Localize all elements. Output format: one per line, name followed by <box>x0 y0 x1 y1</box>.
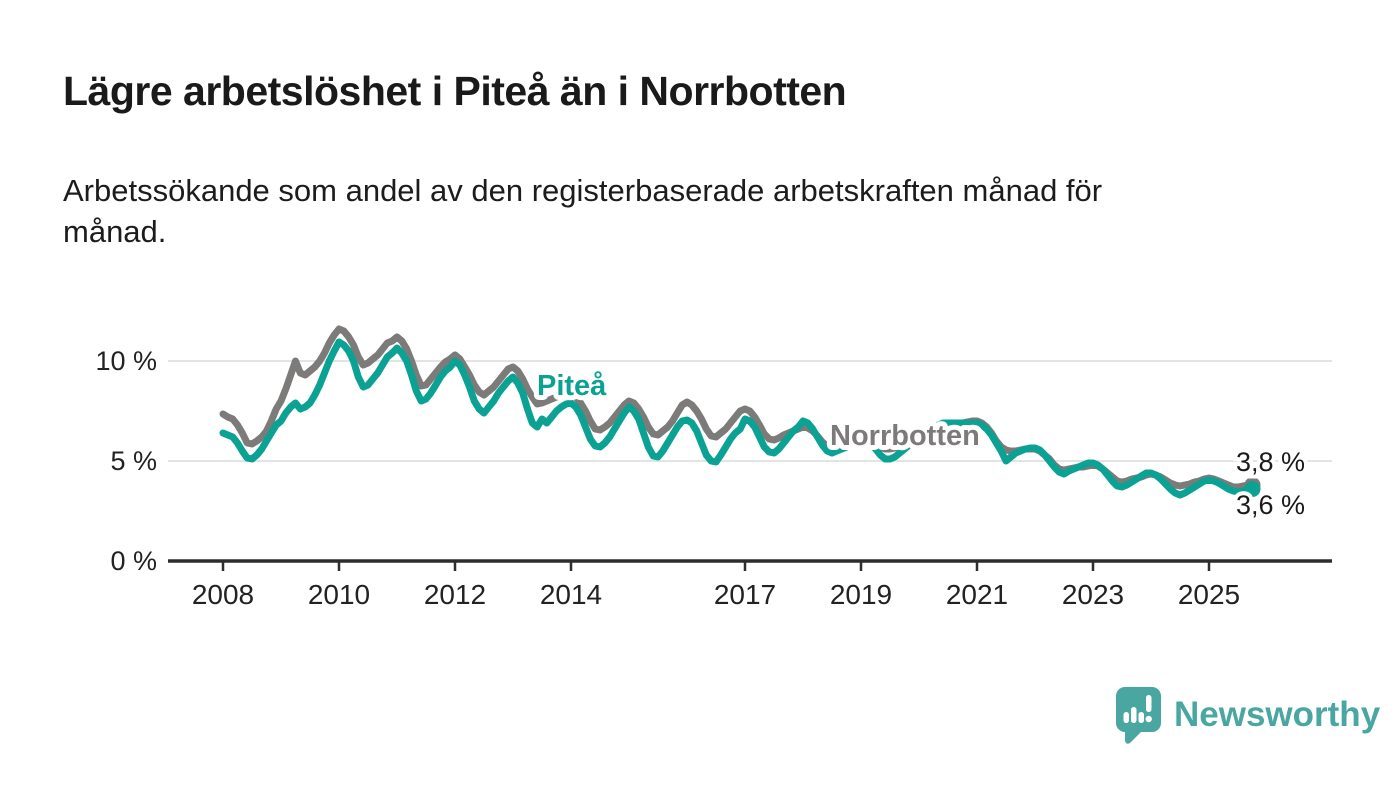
x-tick-label: 2025 <box>1178 579 1240 610</box>
end-value-label-norrbotten: 3,8 % <box>1236 447 1305 477</box>
end-value-label-piteå: 3,6 % <box>1236 490 1305 520</box>
y-tick-label: 0 % <box>110 546 157 576</box>
series-line-piteå <box>219 338 1256 499</box>
y-tick-label: 10 % <box>95 346 157 376</box>
x-tick-label: 2010 <box>308 579 370 610</box>
x-tick-label: 2021 <box>946 579 1008 610</box>
x-tick-label: 2012 <box>424 579 486 610</box>
series-label-norrbotten: Norrbotten <box>830 420 980 452</box>
chart-subtitle-line2: månad. <box>63 214 167 249</box>
newsworthy-logo: Newsworthy <box>1115 686 1380 744</box>
x-tick-label: 2023 <box>1062 579 1124 610</box>
x-tick-label: 2019 <box>830 579 892 610</box>
newsworthy-wordmark: Newsworthy <box>1174 695 1381 734</box>
chart-title: Lägre arbetslöshet i Piteå än i Norrbott… <box>63 68 847 114</box>
series-label-piteå: Piteå <box>537 370 607 402</box>
series-end-dot-piteå <box>1244 481 1261 497</box>
chart-subtitle-line1: Arbetssökande som andel av den registerb… <box>63 173 1103 208</box>
chart-subtitle: Arbetssökande som andel av den registerb… <box>63 170 1343 252</box>
y-tick-label: 5 % <box>110 446 157 476</box>
bar-chart-speech-bubble-icon <box>1116 687 1161 744</box>
x-tick-label: 2014 <box>540 579 602 610</box>
x-tick-label: 2017 <box>714 579 776 610</box>
x-tick-label: 2008 <box>192 579 254 610</box>
